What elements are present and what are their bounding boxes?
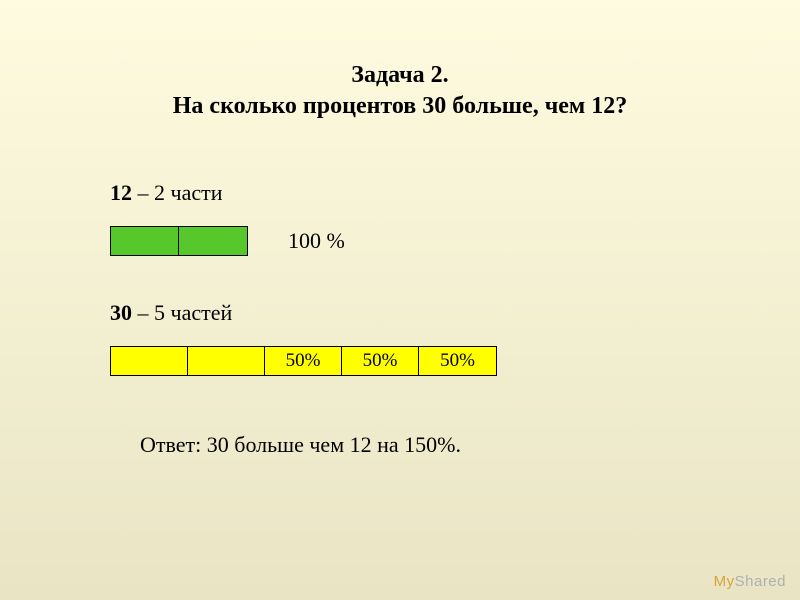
row2-bold: 30 — [110, 300, 132, 325]
row2-bar-cell: 50% — [419, 347, 496, 375]
row1-bar-cell — [179, 227, 247, 255]
row2-rest: – 5 частей — [132, 300, 232, 325]
title: Задача 2. На сколько процентов 30 больше… — [0, 60, 800, 122]
row2-bar-cell — [188, 347, 265, 375]
watermark-shared: Shared — [735, 573, 786, 590]
title-line2: На сколько процентов 30 больше, чем 12? — [0, 91, 800, 122]
answer-text: Ответ: 30 больше чем 12 на 150%. — [140, 432, 461, 458]
row2-bar-cell: 50% — [342, 347, 419, 375]
title-line1: Задача 2. — [0, 60, 800, 91]
row2-bar-cell — [111, 347, 188, 375]
watermark: MyShared — [714, 573, 786, 590]
row1-pct-label: 100 % — [288, 228, 345, 254]
watermark-my: My — [714, 573, 735, 590]
row2-bar-cell: 50% — [265, 347, 342, 375]
row1-bold: 12 — [110, 180, 132, 205]
row1-label: 12 – 2 части — [110, 180, 222, 206]
row1-bar — [110, 226, 248, 256]
row2-bar: 50%50%50% — [110, 346, 497, 376]
row1-bar-cell — [111, 227, 179, 255]
row2-label: 30 – 5 частей — [110, 300, 232, 326]
row1-rest: – 2 части — [132, 180, 222, 205]
row1-bar-wrap: 100 % — [110, 226, 345, 256]
